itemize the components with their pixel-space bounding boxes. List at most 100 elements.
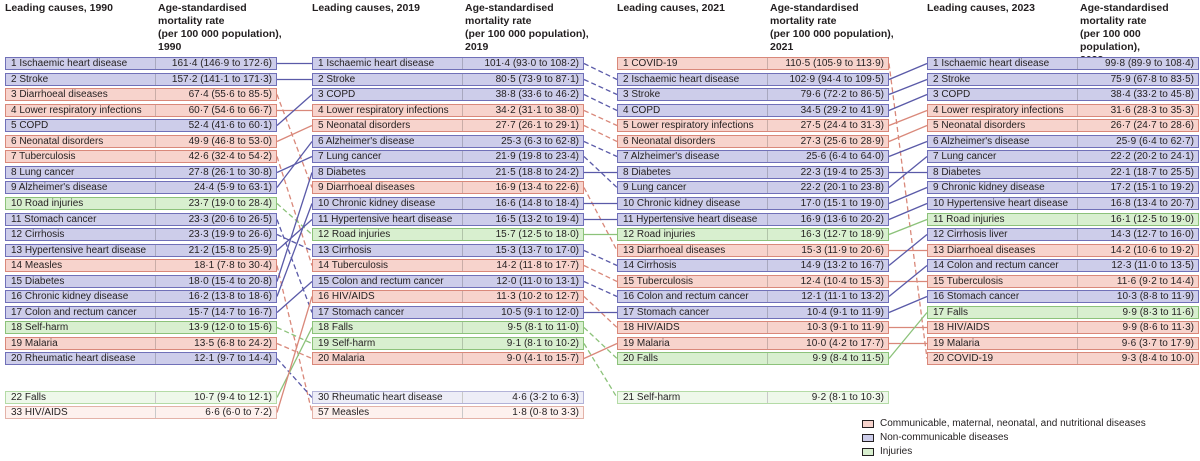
connector-1-tb [583,264,618,283]
cell-divider [155,151,156,162]
mortality-rate-value: 6·6 (6·0 to 7·2) [205,407,272,418]
mortality-rate-value: 110·5 (105·9 to 113·9) [785,58,884,69]
mortality-rate-value: 14·3 (12·7 to 16·0) [1110,229,1194,240]
cell-divider [155,245,156,256]
mortality-rate-value: 25·9 (6·4 to 62·7) [1116,136,1194,147]
cause-row-1-hiv: 16 HIV/AIDS 11·3 (10·2 to 12·7) [312,290,584,303]
connector-0-copd [276,94,313,126]
mortality-rate-value: 23·3 (19·9 to 26·6) [188,229,272,240]
cause-row-1-cirr: 13 Cirrhosis 15·3 (13·7 to 17·0) [312,244,584,257]
cause-row-1-diab: 8 Diabetes 21·5 (18·8 to 24·2) [312,166,584,179]
cause-label: 16 Colon and rectum cancer [623,291,749,302]
cell-divider [462,214,463,225]
cell-divider [767,276,768,287]
mortality-rate-value: 27·7 (26·1 to 29·1) [495,120,579,131]
cell-divider [462,120,463,131]
cell-divider [1077,105,1078,116]
cause-label: 13 Diarrhoeal diseases [933,245,1036,256]
connector-2-copd [888,93,928,112]
connector-1-falls [583,327,618,359]
legend-swatch-noncommunicable [862,434,874,442]
cell-divider [1077,58,1078,69]
cell-divider [1077,74,1078,85]
mortality-rate-value: 22·3 (19·4 to 25·3) [800,167,884,178]
cell-divider [767,198,768,209]
cell-divider [1077,260,1078,271]
cause-label: 8 Diabetes [933,167,981,178]
cause-row-3-road: 11 Road injuries 16·1 (12·5 to 19·0) [927,213,1199,226]
cause-label: 20 Falls [623,353,659,364]
cause-label: 4 Lower respiratory infections [11,105,142,116]
column-title-0: Leading causes, 1990 [5,2,113,14]
cell-divider [1077,276,1078,287]
cause-label: 8 Diabetes [623,167,671,178]
cell-divider [155,392,156,403]
cause-label: 14 Colon and rectum cancer [933,260,1059,271]
mortality-rate-value: 13·9 (12·0 to 15·6) [188,322,272,333]
cell-divider [462,322,463,333]
cell-divider [155,353,156,364]
cause-label: 2 Stroke [933,74,971,85]
cell-divider [155,322,156,333]
cell-divider [1077,338,1078,349]
connector-2-falls [888,312,928,359]
mortality-rate-value: 10·3 (8·8 to 11·9) [1116,291,1194,302]
connector-1-neo [583,124,618,143]
mortality-rate-value: 102·9 (94·4 to 109·5) [789,74,884,85]
cell-divider [155,407,156,418]
mortality-rate-value: 1·8 (0·8 to 3·3) [512,407,579,418]
mortality-rate-value: 79·6 (72·2 to 86·5) [800,89,884,100]
cause-label: 3 COPD [318,89,356,100]
cell-divider [462,307,463,318]
cause-row-0-road: 10 Road injuries 23·7 (19·0 to 28·4) [5,197,277,210]
cause-row-0-measles: 14 Measles 18·1 (7·8 to 30·4) [5,259,277,272]
cause-row-3-lri: 4 Lower respiratory infections 31·6 (28·3… [927,104,1199,117]
connector-2-road [888,218,928,236]
cause-label: 2 Stroke [11,74,49,85]
cause-label: 17 Stomach cancer [623,307,710,318]
cause-label: 10 Chronic kidney disease [623,198,741,209]
legend-swatch-injuries [862,448,874,456]
cell-divider [767,322,768,333]
mortality-rate-value: 14·9 (13·2 to 16·7) [800,260,884,271]
rate-header-line: Age-standardised [158,2,247,14]
rate-header-line: (per 100 000 population), [465,28,589,40]
connector-1-lri [583,109,618,127]
mortality-rate-value: 24·4 (5·9 to 63·1) [194,182,272,193]
cell-divider [155,136,156,147]
cell-divider [155,260,156,271]
cause-row-0-cirr: 12 Cirrhosis 23·3 (19·9 to 26·6) [5,228,277,241]
mortality-rate-value: 14·2 (11·8 to 17·7) [496,260,579,271]
rate-header-line: mortality rate [465,15,532,27]
cell-divider [1077,307,1078,318]
mortality-rate-value: 75·9 (67·8 to 83·5) [1110,74,1194,85]
connector-0-stomach [276,219,313,313]
mortality-rate-value: 67·4 (55·6 to 85·5) [188,89,272,100]
connector-2-lung [888,155,928,189]
cause-label: 8 Lung cancer [11,167,75,178]
cause-label: 18 HIV/AIDS [623,322,680,333]
cause-label: 5 Neonatal disorders [933,120,1026,131]
cause-label: 6 Alzheimer's disease [318,136,415,147]
cause-row-1-road: 12 Road injuries 15·7 (12·5 to 18·0) [312,228,584,241]
mortality-rate-value: 31·6 (28·3 to 35·3) [1110,105,1194,116]
connector-0-diab [276,172,313,282]
cause-row-2-hhd: 11 Hypertensive heart disease 16·9 (13·6 … [617,213,889,226]
mortality-rate-value: 52·4 (41·6 to 60·1) [188,120,272,131]
cell-divider [155,338,156,349]
mortality-rate-value: 18·1 (7·8 to 30·4) [194,260,272,271]
cell-divider [462,58,463,69]
cause-row-3-neo: 5 Neonatal disorders 26·7 (24·7 to 28·6) [927,119,1199,132]
connector-1-malaria [583,342,618,360]
connector-2-stomach [888,295,928,314]
cell-divider [767,291,768,302]
cause-row-3-ckd: 9 Chronic kidney disease 17·2 (15·1 to 19… [927,181,1199,194]
rate-header-line: 2021 [770,41,794,53]
cause-label: 12 Road injuries [318,229,391,240]
cause-row-2-malaria: 19 Malaria 10·0 (4·2 to 17·7) [617,337,889,350]
column-title-3: Leading causes, 2023 [927,2,1035,14]
rate-header-line: Age-standardised [465,2,554,14]
cause-label: 18 Falls [318,322,354,333]
cell-divider [155,229,156,240]
cause-label: 21 Self-harm [623,392,681,403]
